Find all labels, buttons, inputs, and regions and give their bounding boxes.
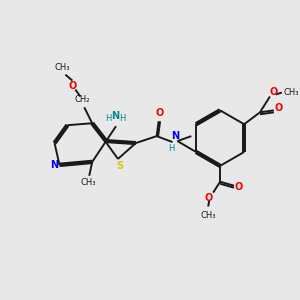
- Text: H: H: [105, 114, 111, 123]
- Text: CH₃: CH₃: [284, 88, 299, 97]
- Text: CH₂: CH₂: [74, 95, 90, 104]
- Text: O: O: [204, 193, 212, 202]
- Text: H: H: [119, 114, 125, 123]
- Text: O: O: [235, 182, 243, 192]
- Text: CH₃: CH₃: [80, 178, 96, 187]
- Text: CH₃: CH₃: [200, 211, 216, 220]
- Text: N: N: [50, 160, 59, 170]
- Text: O: O: [68, 81, 76, 91]
- Text: O: O: [155, 108, 164, 118]
- Text: N: N: [171, 131, 179, 141]
- Text: S: S: [116, 161, 124, 171]
- Text: H: H: [168, 143, 175, 152]
- Text: N: N: [111, 111, 119, 121]
- Text: CH₃: CH₃: [55, 63, 70, 72]
- Text: O: O: [270, 88, 278, 98]
- Text: O: O: [275, 103, 283, 113]
